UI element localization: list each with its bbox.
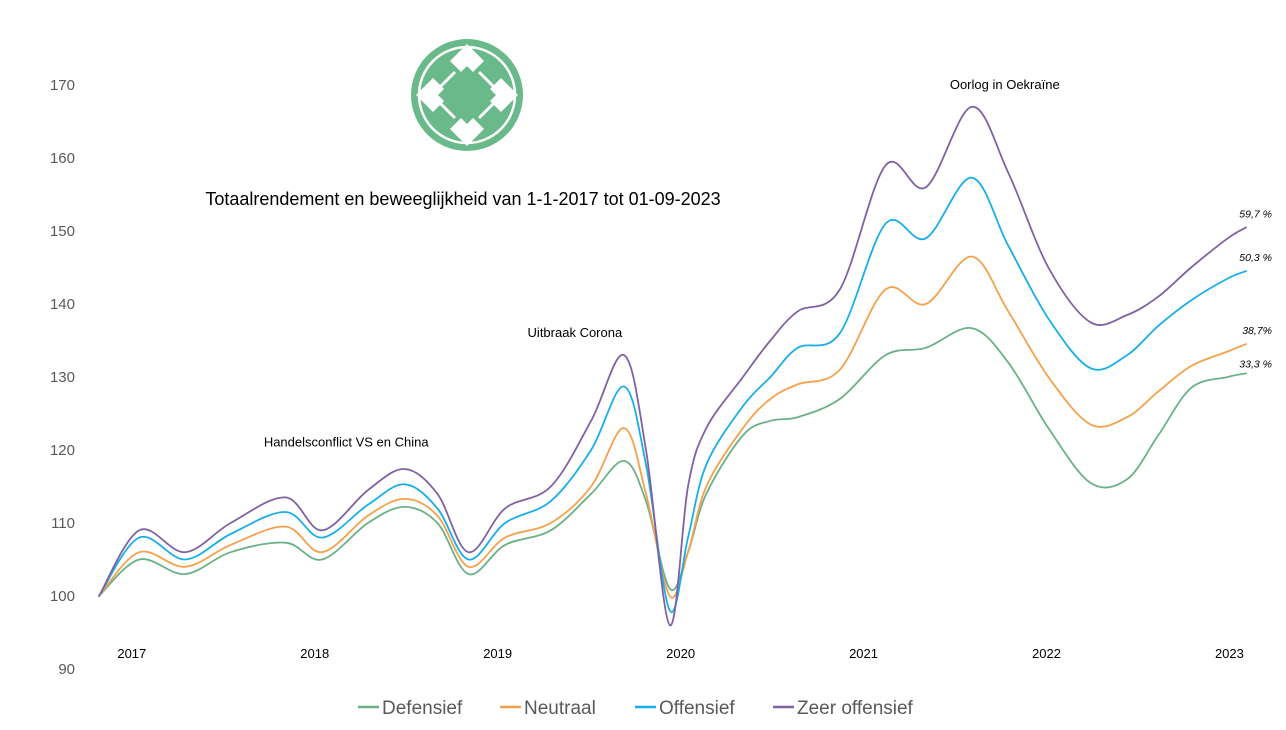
y-tick-label: 110 [51, 515, 75, 532]
series-line-zeer-offensief [98, 106, 1247, 627]
series-lines [98, 106, 1247, 627]
annotation-label: Handelsconflict VS en China [264, 435, 430, 450]
annotations: Handelsconflict VS en China Uitbraak Coro… [264, 77, 1060, 450]
y-tick-label: 170 [50, 77, 75, 94]
x-tick-label: 2022 [1032, 646, 1061, 661]
x-tick-label: 2018 [300, 646, 329, 661]
x-tick-label: 2023 [1215, 646, 1244, 661]
annotation-label: Uitbraak Corona [528, 325, 623, 340]
legend-item: Defensief [358, 698, 463, 719]
legend-item: Zeer offensief [773, 698, 914, 719]
legend-item: Neutraal [500, 698, 596, 719]
annotation-label: Oorlog in Oekraïne [950, 77, 1060, 92]
x-tick-label: 2017 [117, 646, 146, 661]
legend-label: Defensief [382, 698, 463, 719]
logo [411, 39, 523, 151]
y-tick-label: 160 [50, 150, 75, 167]
end-value-label: 50,3 % [1239, 252, 1272, 264]
series-line-offensief [98, 176, 1247, 614]
y-tick-label: 90 [58, 661, 75, 678]
x-axis: 2017 2018 2019 2020 2021 2022 2023 [117, 646, 1244, 661]
y-tick-label: 130 [50, 369, 75, 386]
legend: Defensief Neutraal Offensief Zeer offensief [358, 698, 914, 719]
y-tick-label: 100 [50, 588, 75, 605]
chart-title: Totaalrendement en beweeglijkheid van 1-… [205, 189, 720, 209]
y-tick-label: 120 [50, 442, 75, 459]
x-tick-label: 2019 [483, 646, 512, 661]
end-value-label: 38,7% [1242, 325, 1272, 337]
y-axis: 90 100 110 120 130 140 150 160 170 [50, 77, 75, 678]
series-line-defensief [98, 327, 1247, 597]
end-value-label: 33,3 % [1239, 358, 1272, 370]
y-tick-label: 140 [50, 296, 75, 313]
logo-emblem-icon [416, 44, 518, 146]
x-tick-label: 2021 [849, 646, 878, 661]
legend-label: Zeer offensief [797, 698, 914, 719]
legend-label: Neutraal [524, 698, 596, 719]
legend-item: Offensief [635, 698, 735, 719]
end-labels: 33,3 % 38,7% 50,3 % 59,7 % [1239, 208, 1272, 370]
y-tick-label: 150 [50, 223, 75, 240]
series-line-neutraal [98, 255, 1247, 599]
end-value-label: 59,7 % [1239, 208, 1272, 220]
legend-label: Offensief [659, 698, 735, 719]
x-tick-label: 2020 [666, 646, 695, 661]
